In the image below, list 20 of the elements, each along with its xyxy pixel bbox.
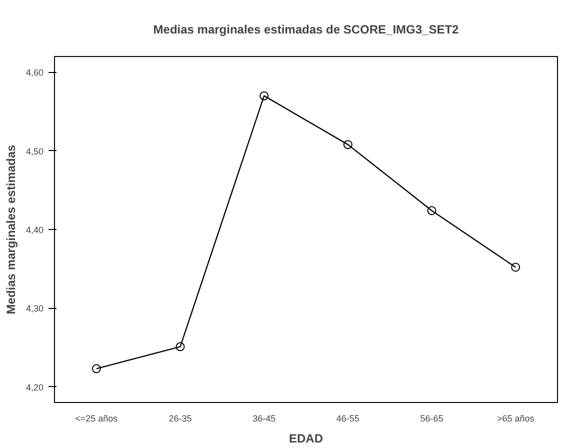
x-axis-title: EDAD [289,432,324,446]
x-tick-label: 36-45 [252,414,276,424]
y-axis-title: Medias marginales estimadas [4,144,18,314]
chart-title: Medias marginales estimadas de SCORE_IMG3_SET2 [153,22,460,36]
x-tick-label: 56-65 [420,414,444,424]
x-tick-label: 46-55 [336,414,360,424]
y-tick-label: 4,20 [26,382,44,392]
x-tick-label: >65 años [496,414,535,424]
y-tick-label: 4,50 [26,146,44,156]
y-tick-label: 4,40 [26,225,44,235]
point [343,140,352,150]
x-tick-label: 26-35 [168,414,192,424]
y-tick-label: 4,30 [26,304,44,314]
point [511,262,520,272]
point [92,364,101,374]
point [427,206,436,216]
point [260,91,269,100]
x-tick-label: <=25 años [75,414,118,424]
point [176,342,185,352]
y-tick-label: 4,60 [26,68,44,78]
